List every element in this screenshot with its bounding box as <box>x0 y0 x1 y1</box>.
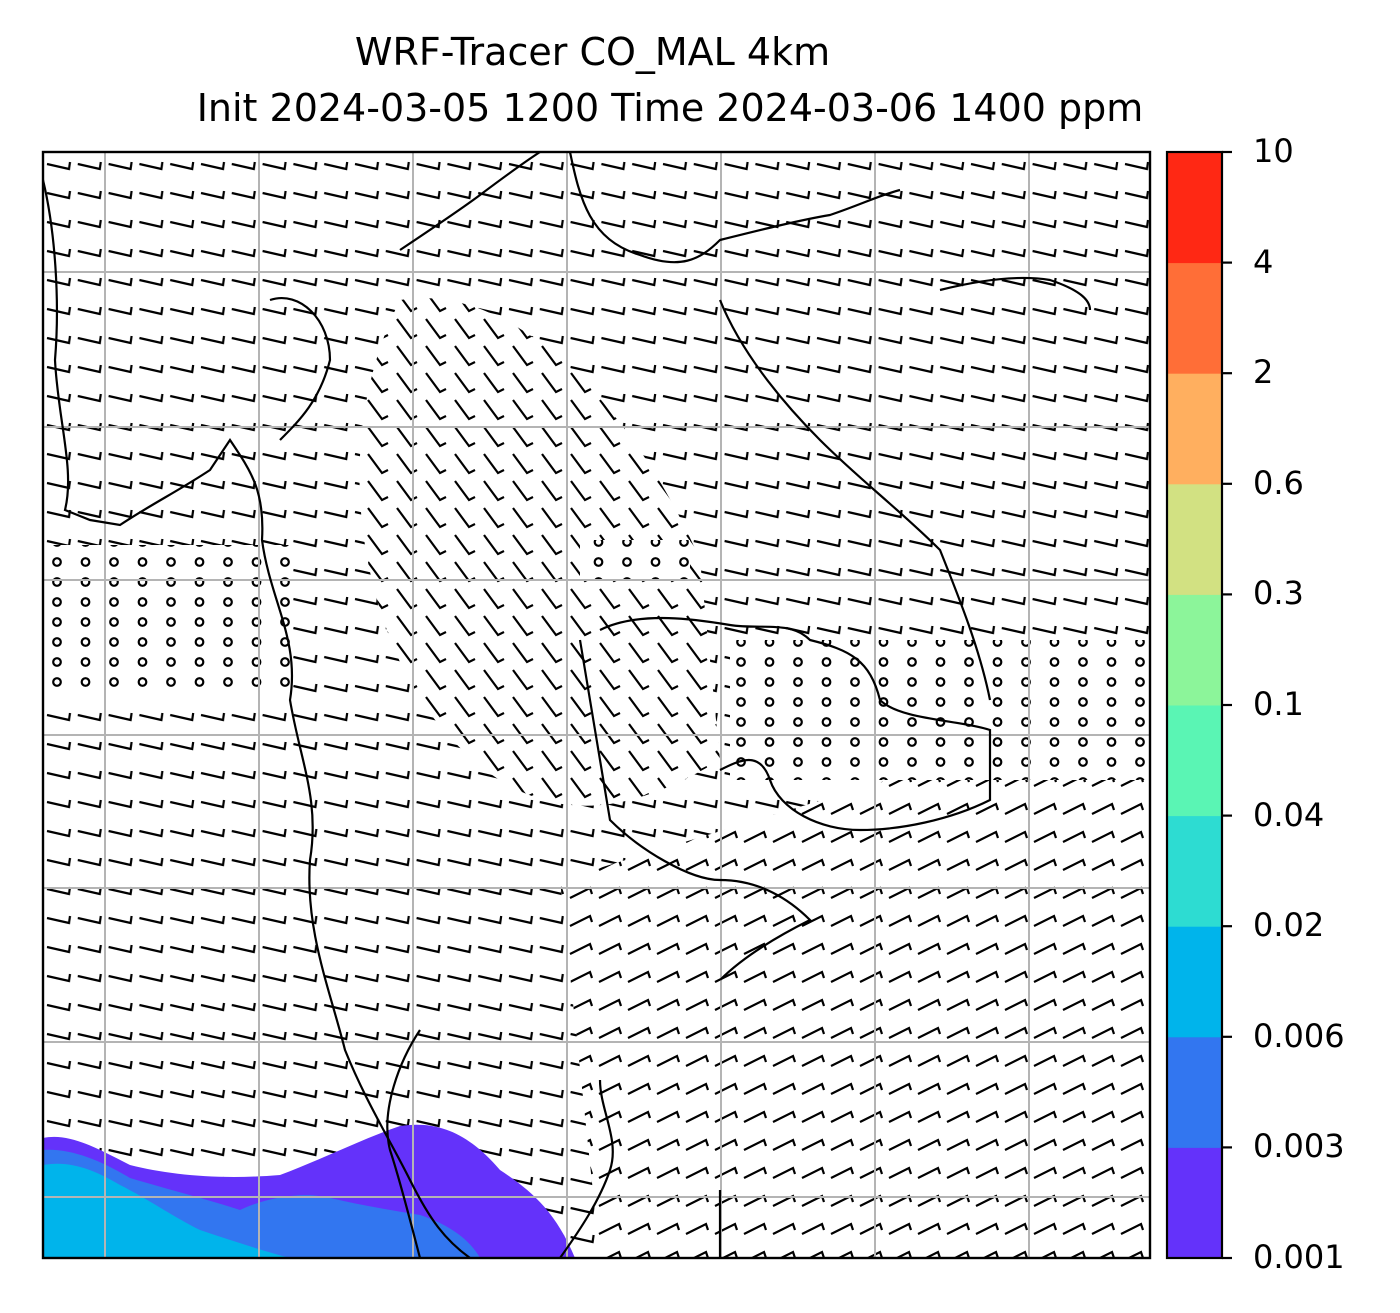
colorbar-tick-label: 0.001 <box>1253 1238 1345 1276</box>
colorbar-band <box>1167 1147 1222 1259</box>
map-title-line2: Init 2024-03-05 1200 Time 2024-03-06 140… <box>196 86 1144 130</box>
colorbar <box>1165 150 1232 1260</box>
colorbar-tick-label: 0.6 <box>1253 463 1304 502</box>
colorbar-tick-label: 0.1 <box>1253 685 1304 723</box>
colorbar-band <box>1167 926 1222 1038</box>
calm-winds-east <box>730 640 1150 780</box>
coastlines <box>43 152 1092 1258</box>
colorbar-tick-label: 0.04 <box>1253 795 1325 834</box>
colorbar-band <box>1167 594 1222 706</box>
colorbar-tick-label: 0.003 <box>1253 1127 1345 1166</box>
colorbar-band <box>1167 815 1222 927</box>
map-frame <box>41 150 1152 1260</box>
colorbar-band <box>1167 152 1222 264</box>
colorbar-band <box>1167 373 1222 485</box>
colorbar-tick-label: 0.3 <box>1253 574 1304 613</box>
colorbar-band <box>1167 483 1222 595</box>
colorbar-tick-label: 10 <box>1253 132 1294 170</box>
wind-barbs-cyclonic <box>359 298 720 806</box>
colorbar-band <box>1167 262 1222 374</box>
calm-winds-west <box>43 545 293 695</box>
colorbar-tick-label: 0.02 <box>1253 906 1325 945</box>
colorbar-tick-label: 2 <box>1253 353 1274 392</box>
wind-barbs-southeast <box>560 700 1150 1258</box>
colorbar-tick-label: 4 <box>1253 242 1274 281</box>
calm-winds-center <box>580 540 690 580</box>
colorbar-tick-label: 0.006 <box>1253 1016 1345 1055</box>
colorbar-band <box>1167 705 1222 817</box>
gridlines <box>43 152 1150 1258</box>
map-title-line1: WRF-Tracer CO_MAL 4km <box>354 30 831 74</box>
colorbar-band <box>1167 1036 1222 1148</box>
